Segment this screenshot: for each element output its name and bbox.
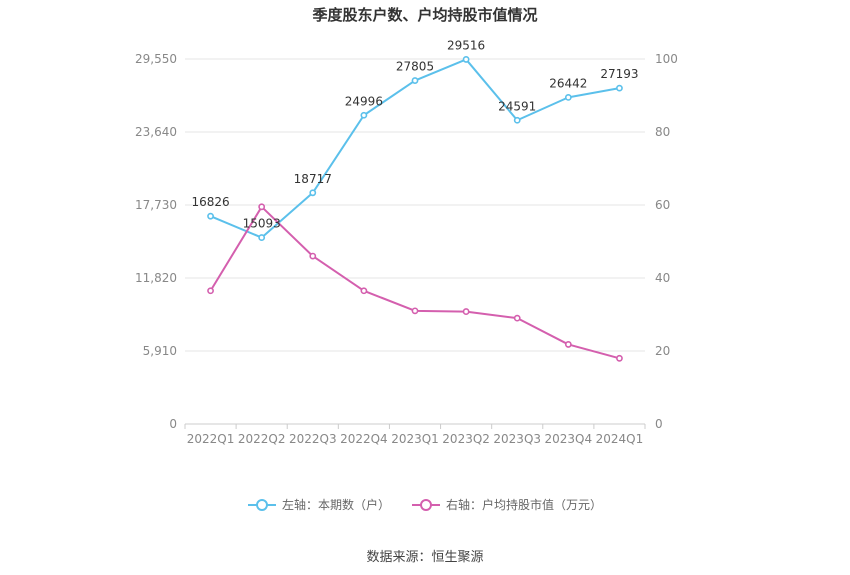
- data-point: [207, 287, 214, 295]
- axes: 0 5,910 11,820 17,730 23,640 29,550 0 20 40 60 80 1…: [135, 52, 678, 446]
- x-tick-label: 2022Q4: [340, 432, 388, 446]
- data-point: [360, 111, 368, 119]
- data-point: [411, 77, 419, 84]
- legend: 左轴：本期数（户） 右轴：户均持股市值（万元）: [0, 496, 850, 513]
- x-tick-label: 2024Q1: [596, 432, 644, 446]
- data-label: 16826: [191, 195, 229, 209]
- left-tick-label: 23,640: [135, 125, 177, 139]
- data-point: [258, 203, 266, 211]
- x-tick-label: 2023Q1: [391, 432, 439, 446]
- data-point: [513, 116, 521, 124]
- data-point: [360, 287, 368, 295]
- left-tick-label: 5,910: [143, 344, 177, 358]
- legend-swatch-left-icon: [247, 498, 276, 511]
- x-tick-label: 2022Q2: [238, 432, 286, 446]
- legend-item-left-series[interactable]: 左轴：本期数（户）: [247, 496, 390, 513]
- left-tick-label: 29,550: [135, 52, 177, 66]
- chart-title: 季度股东户数、户均持股市值情况: [312, 6, 538, 24]
- data-label: 15093: [243, 217, 281, 231]
- data-label: 24591: [498, 99, 536, 113]
- data-point: [513, 314, 521, 322]
- data-point: [309, 189, 317, 197]
- left-tick-label: 11,820: [135, 271, 177, 285]
- left-tick-label: 0: [169, 417, 177, 431]
- grid-lines: [185, 58, 645, 425]
- legend-swatch-right-icon: [412, 498, 440, 511]
- data-point: [462, 56, 470, 63]
- source-note: 数据来源：恒生聚源: [366, 550, 484, 565]
- data-point: [309, 252, 317, 260]
- right-tick-label: 40: [655, 271, 670, 285]
- x-tick-label: 2022Q1: [187, 432, 235, 446]
- data-point: [207, 212, 214, 220]
- data-point: [411, 307, 419, 315]
- right-tick-label: 100: [655, 52, 678, 66]
- data-label: 27193: [600, 67, 638, 81]
- data-label: 27805: [396, 60, 434, 74]
- data-point: [564, 341, 572, 348]
- legend-item-right-series[interactable]: 右轴：户均持股市值（万元）: [412, 496, 602, 513]
- x-tick-label: 2023Q2: [442, 432, 490, 446]
- data-point: [564, 93, 572, 101]
- right-tick-label: 20: [655, 344, 670, 358]
- right-tick-label: 60: [655, 198, 670, 212]
- x-tick-label: 2022Q3: [289, 432, 337, 446]
- data-point: [462, 308, 470, 315]
- data-label: 29516: [447, 38, 485, 52]
- left-tick-label: 17,730: [135, 198, 177, 212]
- right-tick-label: 0: [655, 417, 663, 431]
- x-tick-label: 2023Q3: [493, 432, 541, 446]
- legend-label-right: 右轴：户均持股市值（万元）: [446, 498, 603, 512]
- data-point: [616, 354, 623, 362]
- data-labels: 16826 15093 18717 24996 27805 29516 24591 26442…: [191, 38, 638, 230]
- data-label: 18717: [294, 172, 332, 186]
- data-label: 24996: [345, 94, 383, 108]
- data-point: [258, 234, 266, 241]
- legend-label-left: 左轴：本期数（户）: [281, 498, 390, 512]
- right-tick-label: 80: [655, 125, 670, 139]
- series-layer: [207, 56, 623, 362]
- data-point: [616, 84, 623, 92]
- data-label: 26442: [549, 76, 587, 90]
- x-tick-label: 2023Q4: [545, 432, 593, 446]
